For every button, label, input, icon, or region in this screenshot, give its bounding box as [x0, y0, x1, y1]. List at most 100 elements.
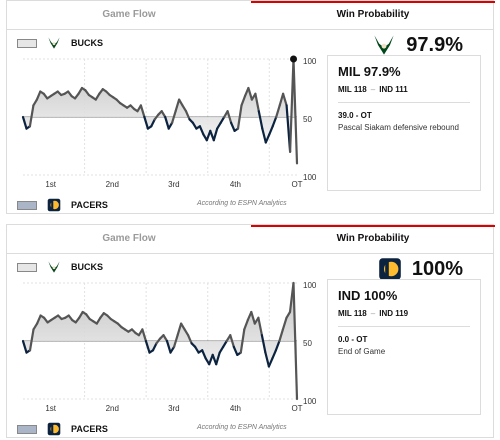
win-probability-segment — [222, 339, 228, 348]
pacers-logo-icon — [47, 422, 61, 436]
win-probability-segment — [28, 104, 35, 128]
win-probability-segment — [219, 115, 226, 124]
win-probability-segment — [243, 318, 249, 331]
home-team-swatch — [17, 262, 37, 272]
win-probability-area — [23, 283, 297, 399]
leader-win-probability: 100% — [378, 257, 463, 281]
y-tick-label: 50 — [303, 115, 312, 124]
win-probability-segment — [21, 115, 28, 130]
leader-win-probability: 97.9% — [372, 33, 463, 57]
win-probability-segment — [198, 125, 205, 136]
home-team-swatch — [17, 38, 37, 48]
away-team-swatch — [17, 200, 37, 210]
current-play-marker — [290, 55, 298, 63]
away-team-swatch — [17, 424, 37, 434]
info-score-home: MIL 118 — [338, 85, 367, 94]
win-probability-segment — [268, 125, 274, 136]
win-probability-segment — [183, 328, 190, 337]
win-probability-segment — [267, 357, 274, 368]
period-label: 4th — [230, 180, 241, 189]
tab-bar: Game Flow Win Probability — [7, 225, 495, 254]
win-probability-segment — [236, 104, 243, 130]
win-probability-segment — [167, 121, 174, 130]
win-probability-segment — [77, 86, 84, 95]
win-probability-segment — [215, 351, 221, 366]
win-probability-segment — [174, 98, 181, 113]
win-probability-segment — [176, 322, 183, 337]
win-probability-segment — [169, 345, 176, 354]
win-probability-segment — [278, 328, 284, 343]
win-probability-segment — [32, 98, 38, 107]
away-team-legend: PACERS — [17, 421, 108, 437]
win-probability-segment — [260, 334, 267, 354]
period-label: 1st — [45, 404, 56, 413]
win-probability-segment — [139, 104, 146, 119]
win-probability-segment — [216, 121, 222, 130]
bucks-logo-icon — [374, 35, 394, 55]
period-label: 4th — [230, 404, 241, 413]
win-probability-segment — [201, 349, 207, 360]
tab-bar: Game Flow Win Probability — [7, 1, 495, 30]
play-info-box: IND 100% MIL 118 – IND 119 0.0 - OT End … — [327, 279, 481, 415]
win-probability-segment — [171, 110, 177, 124]
period-label: 1st — [45, 180, 56, 189]
leader-pct: 100% — [411, 257, 463, 280]
period-label: 3rd — [168, 180, 180, 189]
tab-win-probability[interactable]: Win Probability — [251, 1, 495, 29]
win-probability-segment — [178, 98, 184, 107]
win-probability-segment — [275, 104, 281, 119]
win-probability-segment — [94, 92, 101, 101]
win-probability-segment — [282, 92, 288, 107]
win-probability-segment — [184, 110, 191, 121]
period-label: OT — [291, 404, 302, 413]
tab-win-probability[interactable]: Win Probability — [251, 225, 495, 253]
win-probability-segment — [230, 121, 236, 133]
info-score-away: IND 111 — [379, 85, 408, 94]
info-time: 39.0 - OT — [338, 111, 372, 120]
info-score-separator: – — [370, 309, 376, 318]
win-probability-segment — [28, 328, 35, 352]
period-label: 2nd — [106, 404, 119, 413]
win-probability-segment — [194, 345, 200, 354]
info-score: MIL 118 – IND 119 — [338, 309, 470, 327]
away-team-name: PACERS — [71, 200, 108, 210]
bucks-logo-icon — [48, 37, 60, 49]
win-probability-segment — [285, 310, 292, 319]
pacers-logo-icon — [47, 198, 61, 212]
y-tick-label: 100 — [303, 397, 317, 406]
period-label: 2nd — [106, 180, 119, 189]
win-probability-segment — [35, 90, 42, 101]
pacers-logo-icon — [379, 258, 401, 280]
analytics-credit: According to ESPN Analytics — [197, 200, 287, 207]
win-probability-segment — [264, 351, 270, 368]
tab-game-flow[interactable]: Game Flow — [102, 9, 156, 20]
win-probability-segment — [226, 110, 233, 124]
win-probability-segment — [240, 94, 247, 107]
home-team-name: BUCKS — [71, 38, 104, 48]
win-probability-segment — [254, 92, 260, 113]
win-probability-segment — [165, 339, 172, 354]
win-probability-segment — [232, 345, 239, 357]
win-probability-segment — [261, 127, 267, 144]
win-probability-segment — [78, 310, 84, 319]
win-probability-segment — [247, 86, 253, 101]
period-label: OT — [291, 180, 302, 189]
win-probability-segment — [229, 334, 235, 348]
y-tick-label: 100 — [303, 281, 317, 290]
tab-game-flow[interactable]: Game Flow — [102, 233, 156, 244]
win-probability-segment — [95, 316, 102, 325]
win-probability-segment — [164, 115, 170, 130]
win-probability-segment — [162, 334, 169, 343]
win-probability-segment — [191, 121, 198, 130]
analytics-credit: According to ESPN Analytics — [197, 424, 287, 431]
leader-pct: 97.9% — [406, 33, 463, 56]
win-probability-segment — [239, 328, 246, 354]
win-probability-segment — [141, 328, 147, 343]
win-probability-segment — [160, 110, 167, 119]
win-probability-segment — [181, 104, 188, 113]
win-probability-segment — [250, 310, 256, 325]
info-title: IND 100% — [338, 288, 398, 303]
home-team-legend: BUCKS — [17, 259, 103, 275]
